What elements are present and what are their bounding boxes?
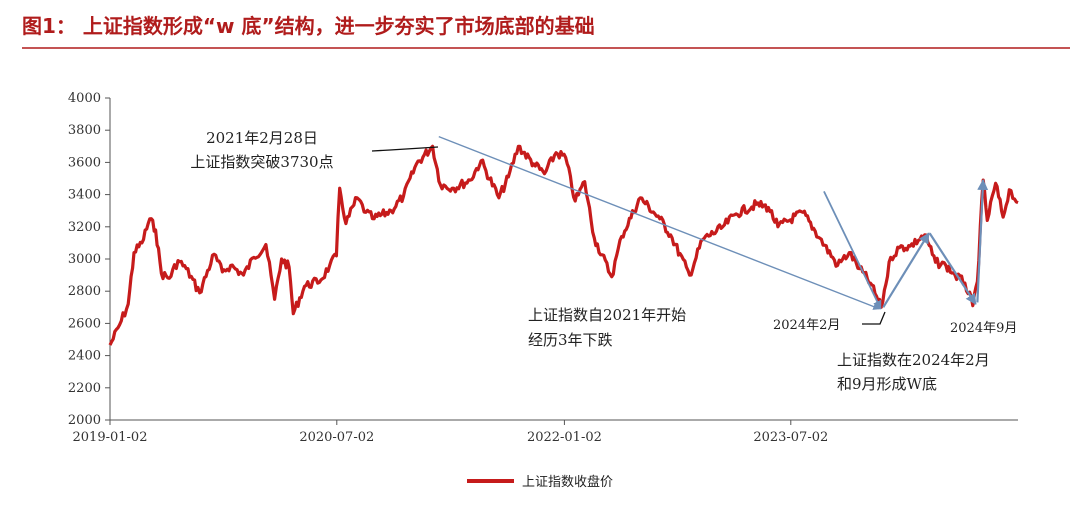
arrow-long-decline	[438, 135, 881, 310]
x-tick-label: 2020-07-02	[299, 430, 374, 445]
legend: 上证指数收盘价	[467, 474, 613, 490]
arrow-second-leg-up	[976, 179, 989, 303]
x-axis: 2019-01-02 2020-07-02 2022-01-02 2023-07-02	[73, 419, 1018, 445]
y-tick-label: 2600	[68, 316, 101, 331]
y-tick-label: 3600	[68, 155, 101, 170]
annotation-sep2024-line-1: 2024年9月	[950, 321, 1017, 336]
figure-title: 图1： 上证指数形成“w 底”结构，进一步夯实了市场底部的基础	[22, 14, 595, 38]
annotation-w-bottom-line-2: 和9月形成W底	[837, 375, 937, 393]
x-tick-label: 2023-07-02	[753, 430, 828, 445]
arrow-first-leg-up	[882, 232, 930, 308]
x-tick-label: 2022-01-02	[527, 430, 602, 445]
y-tick-label: 2000	[68, 413, 101, 428]
annotation-feb2024-line-1: 2024年2月	[773, 318, 840, 333]
annotation-decline-line-2: 经历3年下跌	[528, 331, 613, 349]
y-tick-label: 3000	[68, 252, 101, 267]
annotation-peak-line-1: 2021年2月28日	[206, 129, 318, 147]
y-tick-label: 2400	[68, 349, 101, 364]
arrow-first-leg-down	[823, 190, 882, 310]
leader-line-peak	[371, 146, 439, 152]
leader-line-feb2024	[862, 311, 886, 325]
arrow-second-leg-down	[928, 232, 977, 306]
y-tick-label: 3200	[68, 220, 101, 235]
annotation-decline-line-1: 上证指数自2021年开始	[528, 306, 686, 324]
y-tick-label: 2800	[68, 284, 101, 299]
trend-arrows	[438, 135, 989, 310]
y-tick-label: 4000	[68, 91, 101, 106]
y-tick-label: 3800	[68, 123, 101, 138]
legend-label: 上证指数收盘价	[522, 474, 613, 490]
annotation-peak-line-2: 上证指数突破3730点	[190, 153, 333, 171]
y-axis: 2000 2200 2400 2600 2800 3000 3200 3400 3600 3800…	[68, 91, 111, 428]
y-tick-label: 3400	[68, 188, 101, 203]
y-tick-label: 2200	[68, 381, 101, 396]
annotation-w-bottom-line-1: 上证指数在2024年2月	[837, 351, 990, 369]
x-tick-label: 2019-01-02	[73, 430, 148, 445]
